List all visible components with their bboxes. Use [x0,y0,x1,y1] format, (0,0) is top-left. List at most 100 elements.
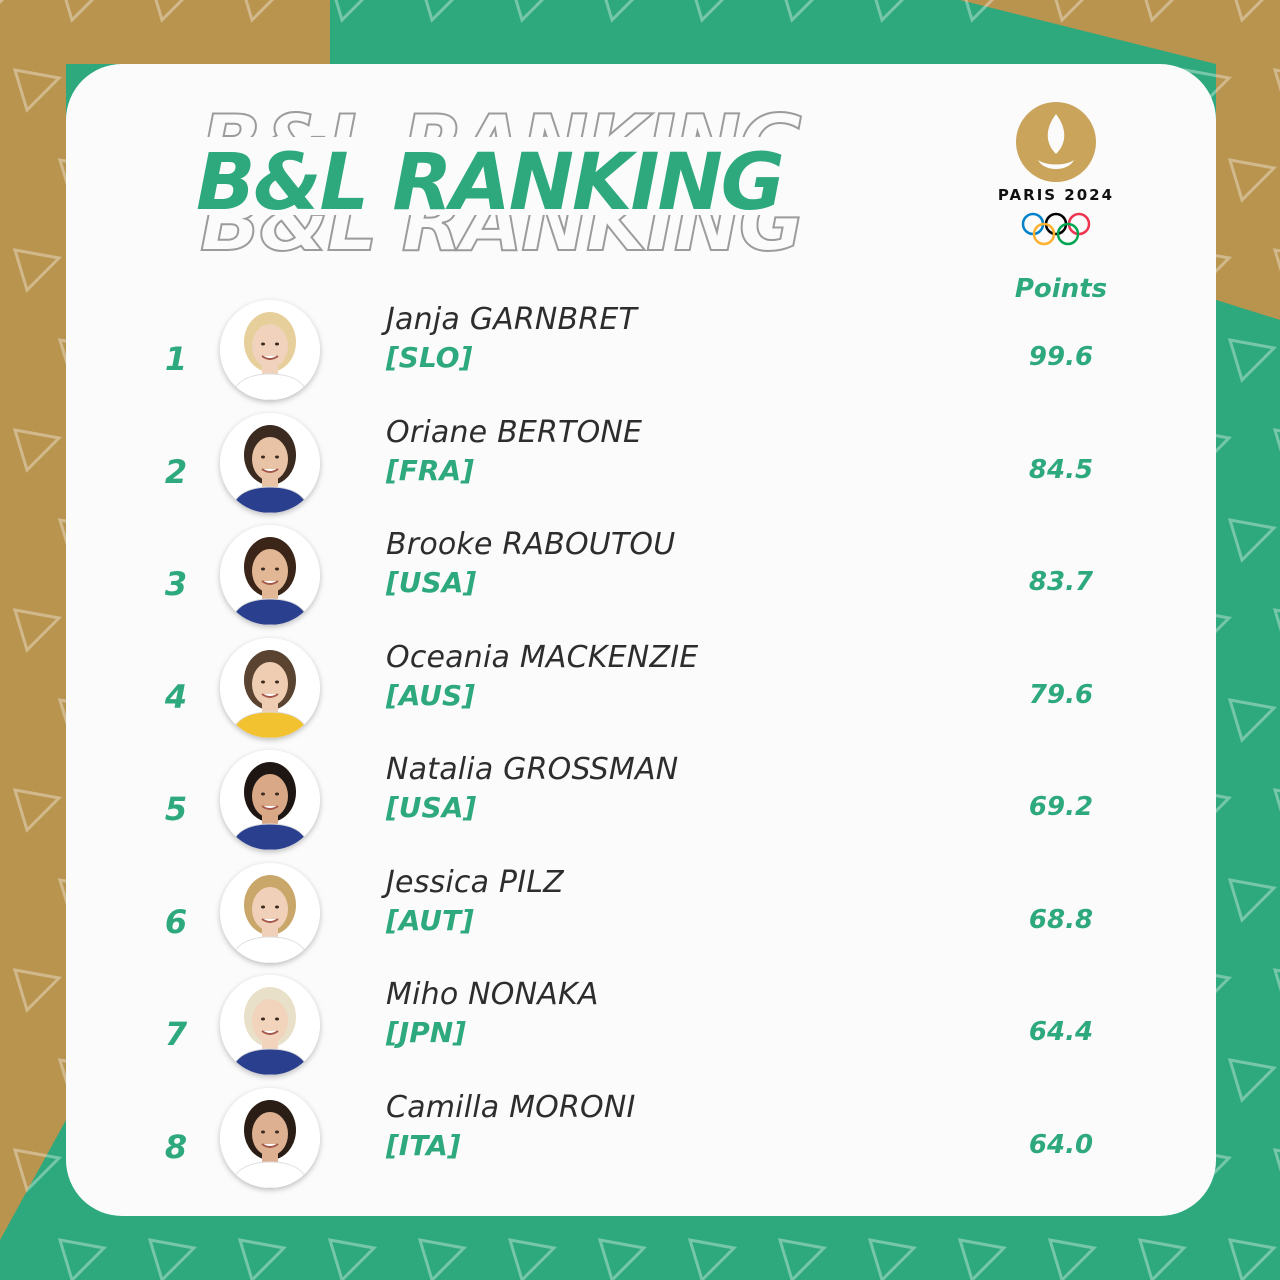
bg-triangle [334,0,365,23]
athlete-country: [AUS] [386,678,475,712]
athlete-name: Miho NONAKA [386,977,599,1012]
bg-triangle [784,0,815,23]
athlete-name: Oriane BERTONE [386,414,643,450]
athlete-points: 64.0 [1028,1129,1094,1160]
rank-number: 8 [164,1127,188,1166]
list-item: 3 Brooke RABOUTOU [USA] 83.7 [66,519,1216,631]
bg-triangle [1227,158,1278,203]
bg-triangle [1144,0,1175,23]
bg-triangle [687,1238,738,1280]
bg-triangle [867,1238,918,1280]
bg-triangle [12,1148,63,1193]
rank-number: 1 [164,340,188,378]
paris-flame-icon [1016,102,1096,182]
athlete-points: 68.8 [1028,904,1094,935]
olympic-rings-icon [1021,212,1091,246]
athlete-points: 99.6 [1028,342,1094,372]
athlete-name: Natalia GROSSMAN [386,752,679,787]
rank-number: 7 [164,1015,188,1053]
list-item: 8 Camilla MORONI [ITA] 64.0 [66,1082,1216,1194]
list-item: 7 Miho NONAKA [JPN] 64.4 [66,969,1216,1081]
bg-triangle [1054,0,1085,23]
avatar [220,300,320,400]
rank-number: 6 [164,902,188,941]
athlete-country: [ITA] [386,1128,461,1162]
bg-triangle [12,608,63,653]
bg-triangle [1227,878,1278,923]
bg-triangle [694,0,725,23]
bg-triangle [514,0,545,23]
bg-triangle [1227,1058,1278,1103]
page-title: B&L RANKING [196,138,785,228]
bg-triangle [12,788,63,833]
athlete-points: 83.7 [1028,567,1094,597]
athlete-photo-icon [220,862,320,963]
bg-triangle [244,0,275,23]
list-item: 1 Janja GARNBRET [SLO] 99.6 [66,294,1216,406]
avatar [220,975,320,1075]
bg-triangle [597,1238,648,1280]
rank-number: 5 [164,790,188,828]
athlete-country: [JPN] [386,1016,466,1049]
list-item: 5 Natalia GROSSMAN [USA] 69.2 [66,744,1216,856]
bg-triangle [64,0,95,23]
bg-triangle [1047,1238,1098,1280]
bg-triangle [957,1238,1008,1280]
athlete-name: Jessica PILZ [386,864,564,900]
athlete-country: [SLO] [386,341,473,374]
bg-triangle [327,1238,378,1280]
bg-triangle [777,1238,828,1280]
bg-triangle [874,0,905,23]
points-column-header: Points [1014,274,1108,304]
athlete-name: Camilla MORONI [386,1089,636,1125]
bg-triangle [1234,0,1265,23]
athlete-name: Janja GARNBRET [386,302,638,337]
athlete-photo-icon [220,975,320,1075]
title-block: B&L RANKING B&L RANKING B&L RANKING [196,98,836,269]
bg-triangle [57,1238,108,1280]
athlete-name: Brooke RABOUTOU [386,527,676,562]
avatar [220,412,320,513]
logo-text: PARIS 2024 [997,186,1115,204]
bg-triangle [237,1238,288,1280]
athlete-photo-icon [220,300,320,400]
athlete-points: 64.4 [1028,1017,1094,1047]
athlete-photo-icon [220,1087,320,1188]
bg-triangle [12,68,63,113]
athlete-name: Oceania MACKENZIE [386,639,699,675]
bg-triangle [1227,338,1278,383]
athlete-photo-icon [220,750,320,850]
title-ghost-top: B&L RANKING [200,98,803,191]
athlete-photo-icon [220,525,320,625]
avatar [220,637,320,738]
athlete-photo-icon [220,637,320,738]
athlete-photo-icon [220,412,320,513]
avatar [220,525,320,625]
athlete-country: [FRA] [386,453,474,487]
bg-triangle [604,0,635,23]
paris-2024-logo: PARIS 2024 [986,100,1126,250]
bg-triangle [12,428,63,473]
athlete-country: [AUT] [386,903,474,937]
avatar [220,750,320,850]
rank-number: 2 [164,452,188,491]
athlete-points: 84.5 [1028,454,1094,485]
bg-triangle [147,1238,198,1280]
bg-triangle [154,0,185,23]
bg-triangle [1227,698,1278,743]
title-ghost-bottom: B&L RANKING [200,176,803,269]
list-item: 4 Oceania MACKENZIE [AUS] 79.6 [66,632,1216,744]
bg-triangle [964,0,995,23]
bg-triangle [417,1238,468,1280]
avatar [220,1087,320,1188]
bg-triangle [424,0,455,23]
list-item: 2 Oriane BERTONE [FRA] 84.5 [66,407,1216,519]
bg-triangle [1137,1238,1188,1280]
ranking-card: B&L RANKING B&L RANKING B&L RANKING PARI… [66,64,1216,1216]
bg-triangle [507,1238,558,1280]
athlete-country: [USA] [386,566,477,599]
bg-triangle [12,248,63,293]
athlete-country: [USA] [386,791,477,824]
list-item: 6 Jessica PILZ [AUT] 68.8 [66,857,1216,969]
athlete-points: 79.6 [1028,679,1094,710]
